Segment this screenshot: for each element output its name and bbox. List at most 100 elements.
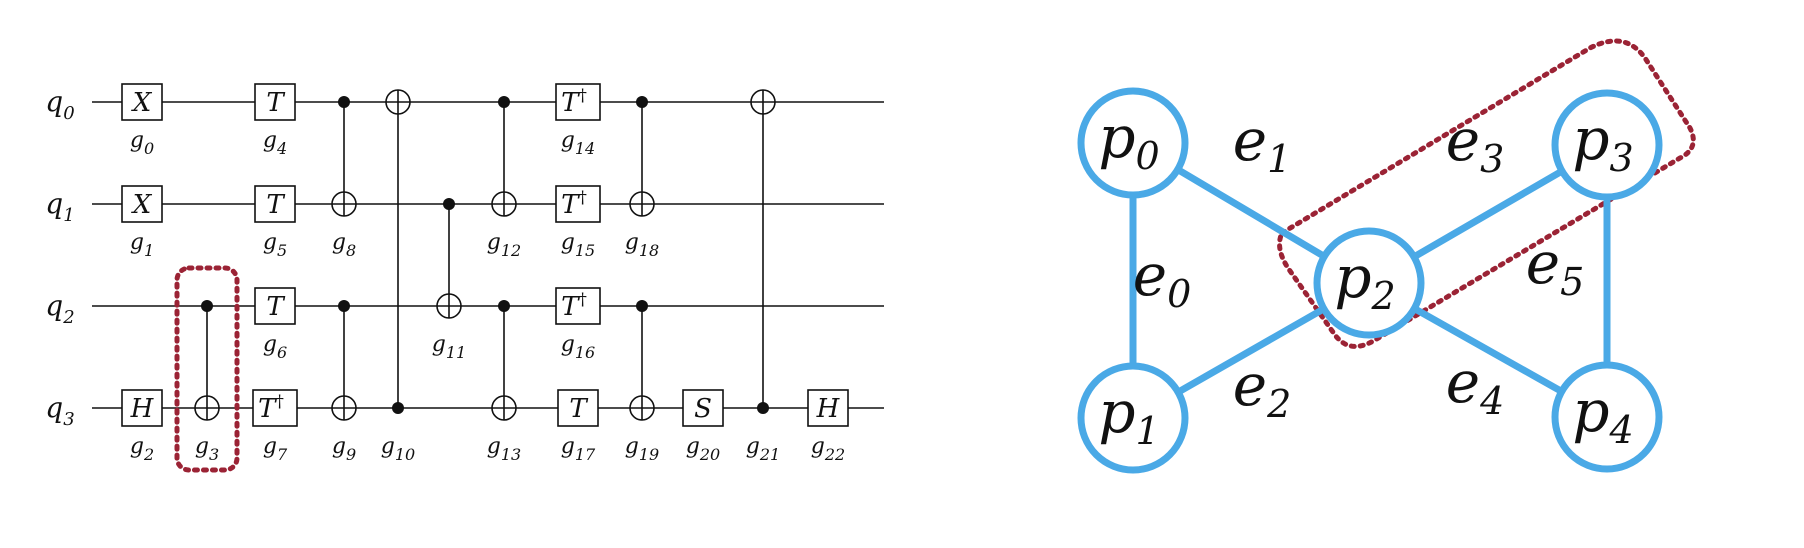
node-circle xyxy=(1077,87,1189,199)
node-p3: p3 xyxy=(1551,89,1663,201)
edge-label-e4-index: 4 xyxy=(1479,379,1504,423)
gate-label-g3-symbol: g xyxy=(195,434,209,459)
gate-symbol-letter: T xyxy=(266,88,285,118)
gate-symbol: X xyxy=(131,190,153,220)
gate-symbol: S xyxy=(694,394,712,424)
gate-label-g6-index: 6 xyxy=(277,343,287,362)
highlight-box-g3 xyxy=(174,265,240,473)
gate-symbol-letter: X xyxy=(131,190,153,220)
node-label-p1-index: 1 xyxy=(1135,409,1159,453)
gate-label-g11: g11 xyxy=(432,332,466,362)
gate-symbol: T xyxy=(266,292,285,322)
gate-symbol-letter: T xyxy=(569,394,588,424)
gate-label-g22-symbol: g xyxy=(811,434,825,459)
gate-label-g3-index: 3 xyxy=(209,445,219,464)
qubit-label-symbol: q xyxy=(45,289,63,322)
gate-label-g10: g10 xyxy=(381,434,415,464)
gate-label-g19-index: 19 xyxy=(639,445,659,464)
gate-label-g20-index: 20 xyxy=(699,445,720,464)
cnot-gate-g10: g10 xyxy=(381,89,415,464)
gate-box xyxy=(121,83,163,121)
qubit-label-symbol: q xyxy=(45,85,63,118)
node-label-p3-index: 3 xyxy=(1609,136,1633,180)
gate-box xyxy=(555,287,601,325)
gate-symbol: T† xyxy=(561,290,587,322)
node-label-p0: p0 xyxy=(1098,103,1159,178)
edge-label-e4: e4 xyxy=(1446,348,1505,423)
gate-label-g8-index: 8 xyxy=(346,241,356,260)
node-p1: p1 xyxy=(1077,362,1189,474)
gate-label-g14: g14 xyxy=(561,128,595,158)
gate-symbol: H xyxy=(816,394,841,424)
gate-label-g13: g13 xyxy=(487,434,521,464)
gate-label-g7: g7 xyxy=(263,434,288,464)
gate-label-g21-index: 21 xyxy=(759,445,780,464)
dagger-mark: † xyxy=(578,188,587,208)
gate-label-g16-symbol: g xyxy=(561,332,575,357)
gate-symbol-letter: S xyxy=(694,394,712,424)
qubit-label: q3 xyxy=(45,391,74,430)
gate-g4: Tg4 xyxy=(254,83,296,158)
node-p2: p2 xyxy=(1313,227,1425,339)
edge-label-e5-symbol: e xyxy=(1526,229,1560,297)
gate-label-g21: g21 xyxy=(746,434,780,464)
dagger-mark: † xyxy=(578,86,587,106)
cnot-gate-g8: g8 xyxy=(331,96,357,260)
cnot-gate-g21: g21 xyxy=(746,89,780,464)
gate-label-g8: g8 xyxy=(332,230,356,260)
edge-label-e0: e0 xyxy=(1133,241,1192,316)
node-label-p3-symbol: p xyxy=(1572,105,1609,173)
gate-label-g15-symbol: g xyxy=(561,230,575,255)
gate-label-g1: g1 xyxy=(130,230,154,260)
gate-label-g7-symbol: g xyxy=(263,434,277,459)
node-label-p0-symbol: p xyxy=(1098,103,1135,171)
gate-box xyxy=(254,185,296,223)
node-circle xyxy=(1551,361,1663,473)
gate-label-g17-index: 17 xyxy=(575,445,596,464)
gate-g14: T† g14 xyxy=(555,83,601,158)
gate-symbol: T xyxy=(266,88,285,118)
gate-label-g20: g20 xyxy=(686,434,720,464)
gate-label-g6-symbol: g xyxy=(263,332,277,357)
gate-symbol-letter: T xyxy=(266,292,285,322)
gate-label-g9: g9 xyxy=(332,434,356,464)
gate-label-g16-index: 16 xyxy=(575,343,595,362)
node-label-p1: p1 xyxy=(1098,378,1159,453)
gate-symbol: X xyxy=(131,88,153,118)
gate-label-g11-index: 11 xyxy=(446,343,466,362)
gate-label-g5-symbol: g xyxy=(263,230,277,255)
gate-box xyxy=(254,83,296,121)
node-label-p2-symbol: p xyxy=(1334,243,1371,311)
control-dot xyxy=(338,96,350,108)
node-label-p4-symbol: p xyxy=(1572,377,1609,445)
gate-box xyxy=(121,389,163,427)
edge-label-e1-symbol: e xyxy=(1233,106,1267,174)
gate-label-g15-index: 15 xyxy=(575,241,595,260)
edge-label-e1: e1 xyxy=(1233,106,1292,181)
gate-label-g5: g5 xyxy=(263,230,287,260)
edge-label-e2: e2 xyxy=(1233,351,1292,426)
edge-label-e3-symbol: e xyxy=(1446,106,1480,174)
control-dot xyxy=(498,300,510,312)
gate-box xyxy=(682,389,724,427)
gate-box xyxy=(555,83,601,121)
qubit-label-symbol: q xyxy=(45,187,63,220)
edge-label-e3-index: 3 xyxy=(1480,137,1504,181)
qubit-label-index: 0 xyxy=(63,103,74,124)
qubit-label-index: 3 xyxy=(63,409,74,430)
gate-label-g13-index: 13 xyxy=(501,445,521,464)
gate-symbol: T† xyxy=(561,188,587,220)
gate-symbol: T xyxy=(569,394,588,424)
gate-label-g17-symbol: g xyxy=(561,434,575,459)
node-p4: p4 xyxy=(1551,361,1663,473)
gate-label-g19-symbol: g xyxy=(625,434,639,459)
gate-symbol: H xyxy=(130,394,155,424)
edge-label-e3: e3 xyxy=(1446,106,1505,181)
node-label-p4-index: 4 xyxy=(1608,408,1633,452)
gate-label-g12-index: 12 xyxy=(501,241,521,260)
